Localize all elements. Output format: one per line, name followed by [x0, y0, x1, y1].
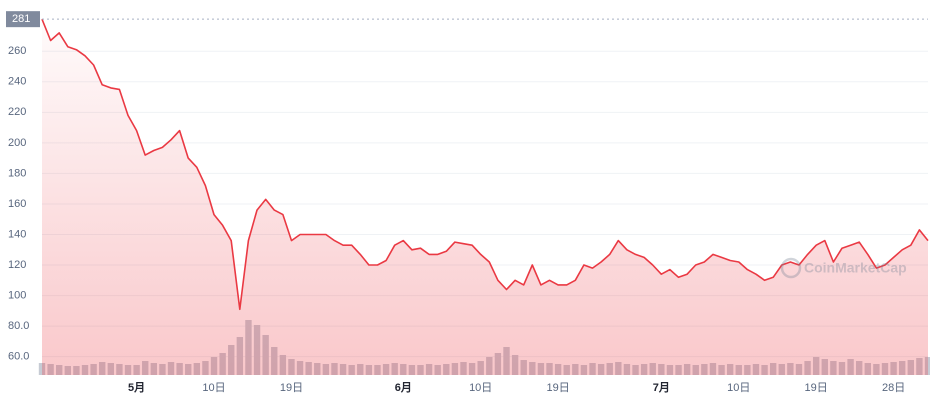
price-area — [42, 19, 928, 375]
x-tick-label: 7月 — [653, 381, 670, 394]
x-tick-label: 19日 — [805, 382, 828, 394]
y-tick-label: 180 — [8, 167, 26, 179]
y-tick-label: 140 — [8, 228, 26, 240]
y-tick-label: 200 — [8, 137, 26, 149]
y-tick-label: 100 — [8, 289, 26, 301]
x-tick-label: 19日 — [546, 382, 569, 394]
x-tick-label: 19日 — [280, 382, 303, 394]
price-tag: 281 — [12, 13, 30, 25]
watermark-text: CoinMarketCap — [804, 260, 907, 276]
y-tick-label: 60.0 — [8, 351, 29, 363]
y-tick-label: 80.0 — [8, 320, 29, 332]
x-tick-label: 6月 — [395, 381, 412, 394]
y-tick-label: 120 — [8, 259, 26, 271]
x-tick-label: 10日 — [202, 382, 225, 394]
price-tag-box — [6, 11, 40, 28]
y-tick-label: 260 — [8, 45, 26, 57]
x-tick-label: 28日 — [882, 382, 905, 394]
price-line — [41, 18, 929, 311]
y-tick-label: 240 — [8, 76, 26, 88]
y-tick-label: 160 — [8, 198, 26, 210]
x-tick-label: 10日 — [469, 382, 492, 394]
y-tick-label: 220 — [8, 106, 26, 118]
x-tick-label: 10日 — [727, 382, 750, 394]
x-tick-label: 5月 — [128, 381, 145, 394]
watermark: CoinMarketCap — [780, 257, 907, 279]
